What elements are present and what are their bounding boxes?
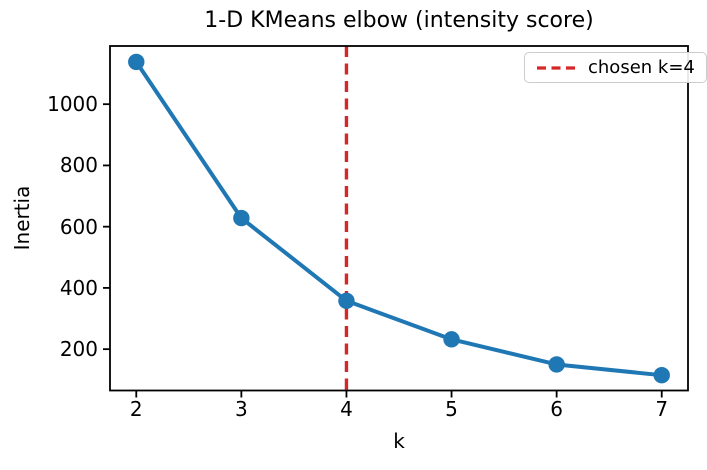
data-point <box>443 331 460 348</box>
x-tick-label: 3 <box>234 397 248 421</box>
x-tick-label: 2 <box>129 397 143 421</box>
legend-label: chosen k=4 <box>588 57 695 78</box>
x-tick-label: 7 <box>655 397 669 421</box>
plot-frame <box>109 45 689 392</box>
legend-dashed-line-icon <box>537 65 577 70</box>
y-tick-label: 200 <box>59 337 98 362</box>
x-axis-label: k <box>393 429 405 453</box>
legend: chosen k=4 <box>524 52 707 83</box>
y-tick-label: 1000 <box>47 92 98 117</box>
y-tick-label: 600 <box>59 214 98 239</box>
y-axis-label: Inertia <box>10 185 34 251</box>
chart-title: 1-D KMeans elbow (intensity score) <box>204 8 594 33</box>
inertia-line <box>134 59 664 378</box>
y-tick-label: 800 <box>59 153 98 178</box>
data-point <box>128 53 145 71</box>
y-tick-label: 400 <box>59 275 98 300</box>
data-point <box>548 356 565 373</box>
data-point <box>338 292 355 309</box>
x-tick-label: 6 <box>550 397 563 421</box>
data-point <box>653 366 670 384</box>
x-tick-label: 5 <box>445 397 458 421</box>
data-point <box>233 209 250 227</box>
x-tick-label: 4 <box>340 397 353 421</box>
